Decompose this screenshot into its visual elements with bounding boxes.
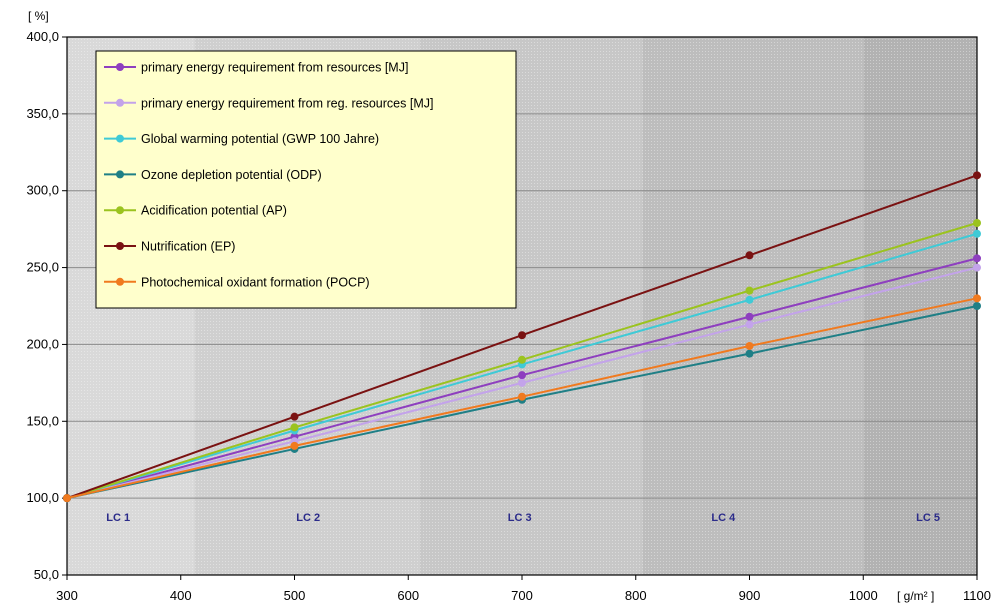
data-point xyxy=(63,494,71,503)
y-tick-label: 50,0 xyxy=(34,567,59,582)
legend-marker xyxy=(116,134,124,143)
legend-marker xyxy=(116,98,124,107)
y-tick-label: 100,0 xyxy=(26,490,59,505)
legend-entry: Acidification potential (AP) xyxy=(141,204,287,218)
series-lines xyxy=(63,171,981,503)
legend-box xyxy=(95,50,517,309)
data-point xyxy=(973,294,981,303)
legend-marker xyxy=(116,170,124,179)
lifecycle-label: LC 5 xyxy=(916,512,940,524)
data-point xyxy=(745,341,754,350)
data-point xyxy=(973,263,981,272)
x-tick-label: 300 xyxy=(56,588,78,603)
data-point xyxy=(518,331,526,340)
data-point xyxy=(973,171,981,180)
legend-entry: Ozone depletion potential (ODP) xyxy=(141,168,322,182)
y-tick-label: 400,0 xyxy=(26,29,59,44)
data-point xyxy=(518,378,526,387)
legend: primary energy requirement from resource… xyxy=(95,50,517,309)
x-tick-label: 800 xyxy=(625,588,647,603)
y-tick-label: 300,0 xyxy=(26,183,59,198)
data-point xyxy=(518,371,526,380)
x-tick-label: 1100 xyxy=(963,588,991,603)
legend-marker xyxy=(116,63,124,71)
data-point xyxy=(973,218,981,227)
x-tick-label: 900 xyxy=(739,588,761,603)
lifecycle-label: LC 4 xyxy=(711,512,736,524)
data-point xyxy=(518,355,526,364)
y-tick-label: 250,0 xyxy=(26,260,59,275)
data-point xyxy=(973,229,981,238)
data-point xyxy=(973,302,981,310)
x-tick-label: 700 xyxy=(511,588,533,603)
legend-entry: primary energy requirement from reg. res… xyxy=(141,96,433,110)
x-tick-label: 1000 xyxy=(849,588,878,603)
data-point xyxy=(290,412,299,421)
legend-marker xyxy=(116,242,124,250)
data-point xyxy=(745,286,754,295)
lifecycle-label: LC 3 xyxy=(508,512,532,524)
data-point xyxy=(745,349,754,358)
legend-entry: primary energy requirement from resource… xyxy=(141,61,408,75)
y-tick-label: 200,0 xyxy=(26,336,59,351)
data-point xyxy=(745,251,754,260)
data-point xyxy=(745,295,754,304)
x-tick-label: 600 xyxy=(397,588,419,603)
lifecycle-label: LC 1 xyxy=(106,512,130,524)
data-point xyxy=(290,423,299,432)
legend-entry: Global warming potential (GWP 100 Jahre) xyxy=(141,132,379,146)
legend-marker xyxy=(116,206,124,215)
data-point xyxy=(745,312,754,321)
data-point xyxy=(290,441,299,450)
x-tick-label: 400 xyxy=(170,588,192,603)
lifecycle-labels: LC 1 LC 2 LC 3 LC 4 LC 5 xyxy=(106,512,940,524)
x-axis-unit-label: [ g/m² ] xyxy=(897,589,934,603)
y-axis-unit-label: [ %] xyxy=(28,9,49,23)
data-point xyxy=(973,254,981,263)
data-point xyxy=(745,320,754,329)
y-tick-label: 150,0 xyxy=(26,413,59,428)
lifecycle-label: LC 2 xyxy=(296,512,320,524)
y-tick-label: 350,0 xyxy=(26,106,59,121)
legend-entry: Nutrification (EP) xyxy=(141,240,235,254)
legend-marker xyxy=(116,277,124,286)
data-point xyxy=(518,392,526,401)
legend-entry: Photochemical oxidant formation (POCP) xyxy=(141,275,370,289)
x-tick-label: 500 xyxy=(284,588,306,603)
